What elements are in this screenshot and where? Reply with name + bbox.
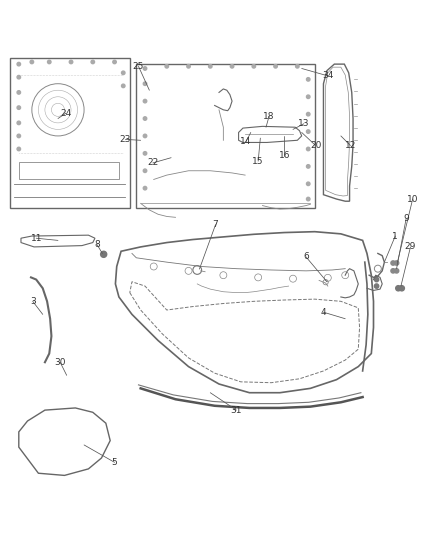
Circle shape [17,121,21,125]
Text: 10: 10 [407,195,418,204]
Circle shape [274,64,277,68]
Circle shape [208,64,212,68]
Circle shape [17,134,21,138]
Circle shape [101,251,107,257]
Circle shape [374,284,379,288]
Circle shape [391,269,395,273]
Circle shape [17,106,21,109]
Text: 34: 34 [322,71,333,80]
Circle shape [391,261,395,265]
Circle shape [307,197,310,201]
Circle shape [230,64,234,68]
Circle shape [143,99,147,103]
Text: 5: 5 [112,458,117,467]
Circle shape [143,67,147,70]
Text: 9: 9 [403,214,409,223]
Circle shape [307,147,310,151]
Text: 18: 18 [263,112,275,121]
Circle shape [307,130,310,133]
Circle shape [17,147,21,151]
Circle shape [307,165,310,168]
Circle shape [143,117,147,120]
Circle shape [396,286,401,291]
Text: 15: 15 [252,157,264,166]
Circle shape [296,64,299,68]
Circle shape [17,91,21,94]
Circle shape [113,60,116,63]
Circle shape [187,64,190,68]
Circle shape [143,151,147,155]
Text: 11: 11 [31,233,42,243]
Text: 23: 23 [120,135,131,144]
Text: 3: 3 [30,297,35,306]
Circle shape [307,182,310,185]
Text: 7: 7 [212,220,219,229]
Circle shape [143,169,147,173]
Circle shape [121,84,125,87]
Text: 8: 8 [94,240,100,249]
Text: 31: 31 [231,406,242,415]
Text: 20: 20 [310,141,321,150]
Circle shape [399,286,404,291]
Circle shape [143,187,147,190]
Text: 12: 12 [345,141,356,150]
Circle shape [17,62,21,66]
Circle shape [91,60,95,63]
Text: 4: 4 [321,308,326,317]
Circle shape [143,134,147,138]
Circle shape [143,82,147,85]
Circle shape [69,60,73,63]
Text: 13: 13 [298,119,310,128]
Circle shape [394,261,399,265]
Circle shape [307,95,310,99]
Circle shape [121,71,125,75]
Circle shape [307,78,310,81]
Text: 30: 30 [54,358,66,367]
Circle shape [252,64,255,68]
Text: 1: 1 [392,231,398,240]
Circle shape [394,269,399,273]
Text: 14: 14 [240,137,252,146]
Circle shape [30,60,34,63]
Circle shape [47,60,51,63]
Text: 16: 16 [279,151,290,160]
Text: 22: 22 [147,158,159,167]
Text: 24: 24 [60,109,71,118]
Text: 29: 29 [405,243,416,252]
Text: 25: 25 [133,62,144,71]
Circle shape [17,76,21,79]
Circle shape [374,277,379,282]
Text: 6: 6 [303,253,309,261]
Circle shape [165,64,169,68]
Circle shape [307,112,310,116]
